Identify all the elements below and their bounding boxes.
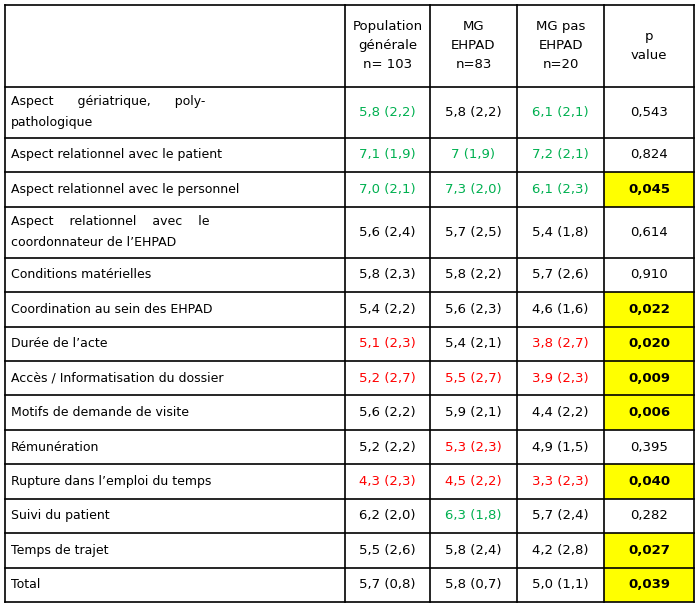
Text: 0,824: 0,824 xyxy=(630,149,668,161)
Text: Rémunération: Rémunération xyxy=(11,441,99,453)
Text: 4,3 (2,3): 4,3 (2,3) xyxy=(359,475,416,488)
Text: Rupture dans l’emploi du temps: Rupture dans l’emploi du temps xyxy=(11,475,211,488)
Text: 6,1 (2,3): 6,1 (2,3) xyxy=(532,183,589,196)
Text: Motifs de demande de visite: Motifs de demande de visite xyxy=(11,406,189,419)
Text: Accès / Informatisation du dossier: Accès / Informatisation du dossier xyxy=(11,371,224,385)
Text: 4,4 (2,2): 4,4 (2,2) xyxy=(532,406,589,419)
Text: Aspect relationnel avec le patient: Aspect relationnel avec le patient xyxy=(11,149,222,161)
Text: 0,020: 0,020 xyxy=(628,337,670,350)
Text: 4,9 (1,5): 4,9 (1,5) xyxy=(532,441,589,453)
Text: 5,4 (1,8): 5,4 (1,8) xyxy=(532,226,589,239)
Text: 0,614: 0,614 xyxy=(630,226,668,239)
Text: 0,045: 0,045 xyxy=(628,183,670,196)
Text: 7,1 (1,9): 7,1 (1,9) xyxy=(359,149,416,161)
Text: 5,6 (2,4): 5,6 (2,4) xyxy=(359,226,416,239)
Text: p
value: p value xyxy=(630,30,668,62)
Text: 6,2 (2,0): 6,2 (2,0) xyxy=(359,509,416,523)
Text: Total: Total xyxy=(11,578,41,591)
Text: 5,2 (2,2): 5,2 (2,2) xyxy=(359,441,416,453)
Bar xyxy=(604,464,694,499)
Text: Population
générale
n= 103: Population générale n= 103 xyxy=(352,20,423,71)
Text: pathologique: pathologique xyxy=(11,116,93,129)
Text: 5,3 (2,3): 5,3 (2,3) xyxy=(445,441,502,453)
Bar xyxy=(604,568,694,602)
Text: 3,8 (2,7): 3,8 (2,7) xyxy=(532,337,589,350)
Text: 4,2 (2,8): 4,2 (2,8) xyxy=(532,544,589,557)
Text: 5,7 (2,6): 5,7 (2,6) xyxy=(532,268,589,282)
Text: 5,4 (2,2): 5,4 (2,2) xyxy=(359,303,416,316)
Text: 7,0 (2,1): 7,0 (2,1) xyxy=(359,183,416,196)
Text: 0,027: 0,027 xyxy=(628,544,670,557)
Text: 7,3 (2,0): 7,3 (2,0) xyxy=(445,183,502,196)
Bar xyxy=(604,172,694,206)
Text: 5,2 (2,7): 5,2 (2,7) xyxy=(359,371,416,385)
Text: 5,7 (2,5): 5,7 (2,5) xyxy=(445,226,502,239)
Text: 5,6 (2,3): 5,6 (2,3) xyxy=(445,303,502,316)
Text: 7 (1,9): 7 (1,9) xyxy=(452,149,496,161)
Text: 5,7 (2,4): 5,7 (2,4) xyxy=(532,509,589,523)
Text: 5,7 (0,8): 5,7 (0,8) xyxy=(359,578,416,591)
Text: 3,3 (2,3): 3,3 (2,3) xyxy=(532,475,589,488)
Text: 3,9 (2,3): 3,9 (2,3) xyxy=(532,371,589,385)
Text: Suivi du patient: Suivi du patient xyxy=(11,509,110,523)
Bar xyxy=(604,361,694,395)
Text: Aspect    relationnel    avec    le: Aspect relationnel avec le xyxy=(11,215,210,228)
Text: 5,8 (2,2): 5,8 (2,2) xyxy=(359,106,416,119)
Text: 5,0 (1,1): 5,0 (1,1) xyxy=(532,578,589,591)
Text: 0,543: 0,543 xyxy=(630,106,668,119)
Text: 6,1 (2,1): 6,1 (2,1) xyxy=(532,106,589,119)
Bar xyxy=(604,533,694,568)
Text: Conditions matérielles: Conditions matérielles xyxy=(11,268,151,282)
Text: 4,6 (1,6): 4,6 (1,6) xyxy=(533,303,589,316)
Text: 0,395: 0,395 xyxy=(630,441,668,453)
Text: 7,2 (2,1): 7,2 (2,1) xyxy=(532,149,589,161)
Text: MG
EHPAD
n=83: MG EHPAD n=83 xyxy=(452,20,496,71)
Bar xyxy=(604,292,694,327)
Text: 0,006: 0,006 xyxy=(628,406,670,419)
Text: 0,009: 0,009 xyxy=(628,371,670,385)
Text: 5,4 (2,1): 5,4 (2,1) xyxy=(445,337,502,350)
Text: 5,8 (2,2): 5,8 (2,2) xyxy=(445,268,502,282)
Text: 5,5 (2,7): 5,5 (2,7) xyxy=(445,371,502,385)
Text: 5,8 (2,3): 5,8 (2,3) xyxy=(359,268,416,282)
Text: 0,039: 0,039 xyxy=(628,578,670,591)
Text: 5,8 (2,4): 5,8 (2,4) xyxy=(445,544,502,557)
Text: 5,5 (2,6): 5,5 (2,6) xyxy=(359,544,416,557)
Text: 0,910: 0,910 xyxy=(630,268,668,282)
Text: 6,3 (1,8): 6,3 (1,8) xyxy=(445,509,502,523)
Text: coordonnateur de l’EHPAD: coordonnateur de l’EHPAD xyxy=(11,236,176,249)
Text: Temps de trajet: Temps de trajet xyxy=(11,544,108,557)
Text: Aspect relationnel avec le personnel: Aspect relationnel avec le personnel xyxy=(11,183,239,196)
Text: 5,8 (2,2): 5,8 (2,2) xyxy=(445,106,502,119)
Text: Aspect      gériatrique,      poly-: Aspect gériatrique, poly- xyxy=(11,95,206,109)
Text: 5,1 (2,3): 5,1 (2,3) xyxy=(359,337,416,350)
Text: 5,8 (0,7): 5,8 (0,7) xyxy=(445,578,502,591)
Text: 0,282: 0,282 xyxy=(630,509,668,523)
Text: 5,6 (2,2): 5,6 (2,2) xyxy=(359,406,416,419)
Bar xyxy=(604,327,694,361)
Text: 4,5 (2,2): 4,5 (2,2) xyxy=(445,475,502,488)
Text: Durée de l’acte: Durée de l’acte xyxy=(11,337,108,350)
Bar xyxy=(604,395,694,430)
Text: 5,9 (2,1): 5,9 (2,1) xyxy=(445,406,502,419)
Text: 0,022: 0,022 xyxy=(628,303,670,316)
Text: 0,040: 0,040 xyxy=(628,475,670,488)
Text: Coordination au sein des EHPAD: Coordination au sein des EHPAD xyxy=(11,303,212,316)
Text: MG pas
EHPAD
n=20: MG pas EHPAD n=20 xyxy=(536,20,585,71)
